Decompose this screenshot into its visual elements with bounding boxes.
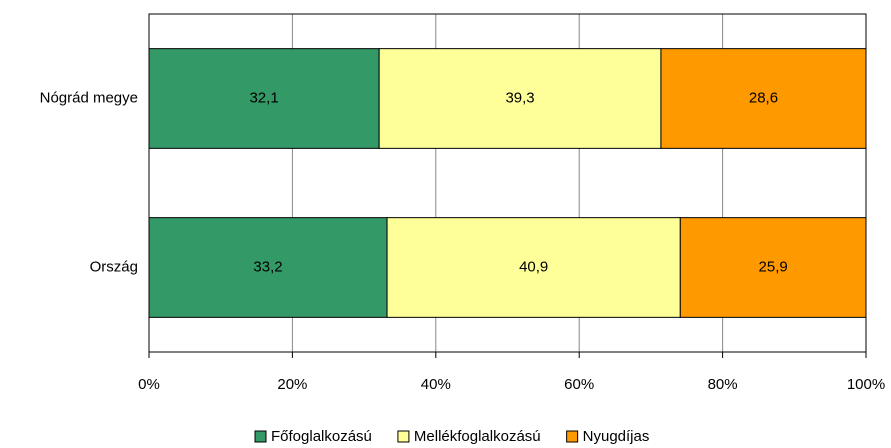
plot-border <box>148 13 867 353</box>
bar-segment <box>679 217 867 318</box>
legend-label: Mellékfoglalkozású <box>414 428 541 445</box>
data-label: 40,9 <box>519 258 548 275</box>
x-tick-label: 80% <box>708 376 738 393</box>
legend-label: Nyugdíjas <box>583 428 650 445</box>
data-label: 33,2 <box>253 258 282 275</box>
bar-segment <box>148 48 380 149</box>
bar-segment <box>148 217 388 318</box>
x-tick-label: 0% <box>138 376 160 393</box>
legend-swatch <box>566 430 579 443</box>
x-tick-label: 100% <box>847 376 885 393</box>
bar-segment <box>660 48 867 149</box>
legend-swatch <box>397 430 410 443</box>
x-tick-label: 20% <box>277 376 307 393</box>
legend-label: Főfoglalkozású <box>271 428 372 445</box>
x-tick-label: 60% <box>564 376 594 393</box>
data-label: 28,6 <box>749 89 778 106</box>
bar-segment <box>386 217 681 318</box>
legend-swatch <box>254 430 267 443</box>
bar-segment <box>378 48 662 149</box>
data-label: 32,1 <box>249 89 278 106</box>
y-tick-label: Nógrád megye <box>40 89 138 106</box>
data-label: 25,9 <box>759 258 788 275</box>
x-tick-label: 40% <box>421 376 451 393</box>
data-label: 39,3 <box>505 89 534 106</box>
y-tick-label: Ország <box>90 258 138 275</box>
